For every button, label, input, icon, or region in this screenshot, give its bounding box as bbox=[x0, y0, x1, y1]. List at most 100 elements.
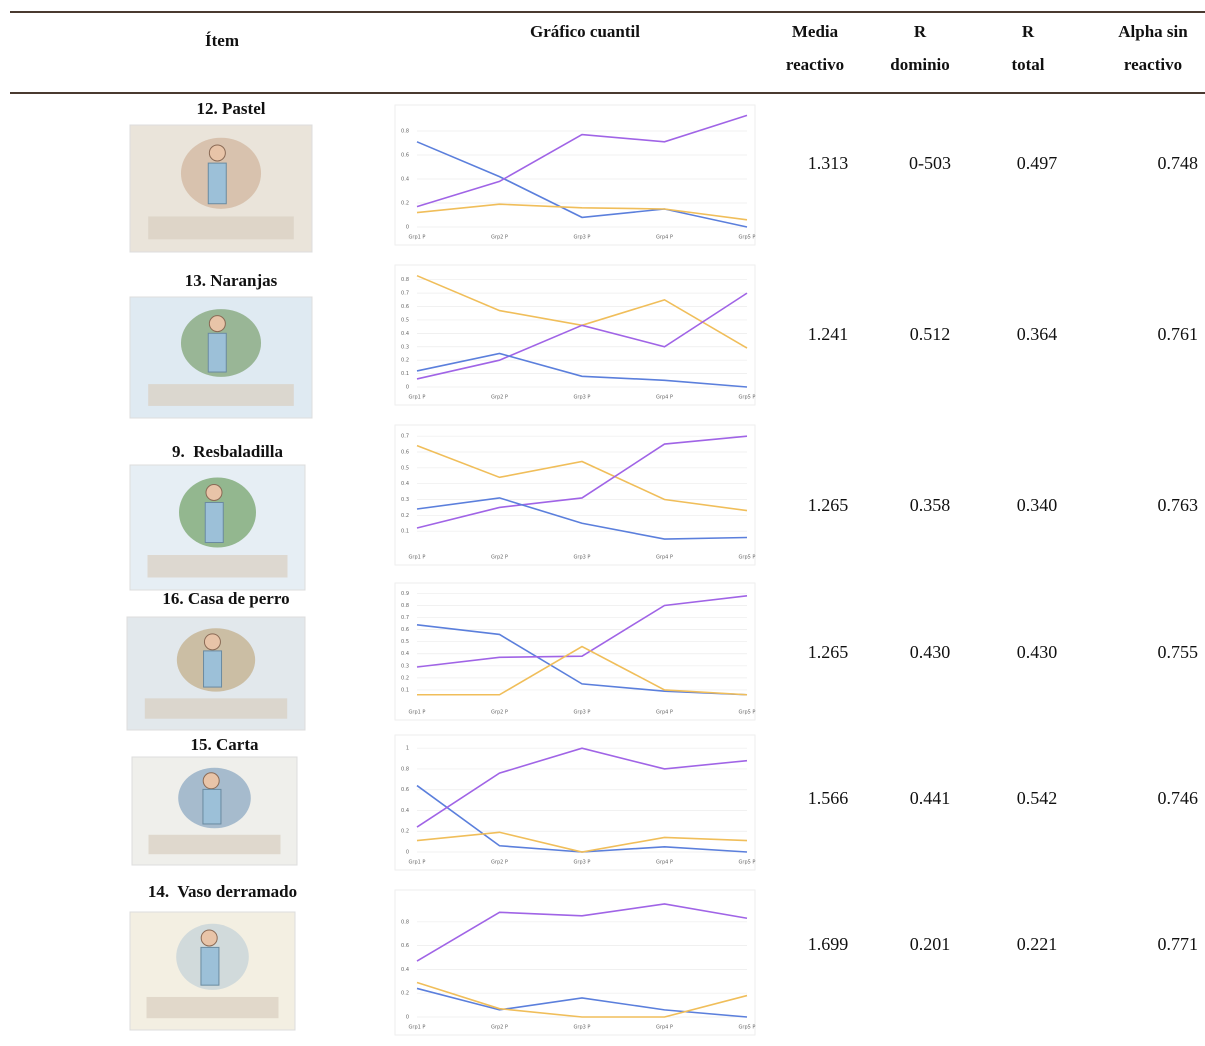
y-tick-label: 0.1 bbox=[401, 529, 409, 535]
y-tick-label: 0.9 bbox=[401, 591, 409, 597]
cell-value: 0.771 bbox=[1158, 934, 1199, 954]
series-line bbox=[416, 831, 748, 853]
x-tick-label: Grp4 P bbox=[656, 710, 673, 716]
series-line bbox=[416, 292, 748, 380]
header-text: reactivo bbox=[786, 55, 844, 74]
series-line bbox=[416, 595, 748, 668]
x-tick-label: Grp2 P bbox=[491, 1025, 508, 1031]
cell-value: 0.497 bbox=[1017, 153, 1058, 173]
y-tick-label: 0 bbox=[406, 225, 409, 231]
y-tick-label: 0.2 bbox=[401, 829, 409, 835]
y-tick-label: 0.2 bbox=[401, 358, 409, 364]
cell-value: 0.364 bbox=[1017, 324, 1058, 344]
illustration-figure bbox=[208, 315, 226, 333]
illustration-shape bbox=[144, 698, 288, 719]
x-tick-label: Grp2 P bbox=[491, 710, 508, 716]
cell-value: 0.748 bbox=[1158, 153, 1199, 173]
header-text: R bbox=[1022, 22, 1035, 41]
x-tick-label: Grp1 P bbox=[409, 710, 426, 716]
y-tick-label: 0.7 bbox=[401, 291, 409, 297]
chart-frame bbox=[394, 889, 756, 1036]
y-tick-label: 0.2 bbox=[401, 991, 409, 997]
header-text: Ítem bbox=[205, 31, 239, 50]
cell-value: 0.358 bbox=[910, 495, 951, 515]
cell-value: 0.430 bbox=[1017, 642, 1058, 662]
series-line bbox=[416, 435, 748, 529]
x-tick-label: Grp3 P bbox=[574, 555, 591, 561]
header-text: dominio bbox=[890, 55, 950, 74]
header-text: Media bbox=[792, 22, 839, 41]
y-tick-label: 0.4 bbox=[401, 967, 409, 973]
x-tick-label: Grp2 P bbox=[491, 395, 508, 401]
illustration-figure bbox=[200, 929, 218, 947]
y-tick-label: 0.3 bbox=[401, 344, 409, 350]
header-text: reactivo bbox=[1124, 55, 1182, 74]
y-tick-label: 0.6 bbox=[401, 943, 409, 949]
cell-value: 1.265 bbox=[808, 495, 849, 515]
illustration-figure bbox=[202, 788, 222, 825]
series-line bbox=[416, 987, 748, 1018]
cell-value: 1.313 bbox=[808, 153, 849, 173]
y-tick-label: 0.8 bbox=[401, 766, 409, 772]
y-tick-label: 0.5 bbox=[401, 465, 409, 471]
x-tick-label: Grp2 P bbox=[491, 860, 508, 866]
y-tick-label: 0.2 bbox=[401, 201, 409, 207]
y-tick-label: 0.2 bbox=[401, 675, 409, 681]
cell-value: 0.221 bbox=[1017, 934, 1058, 954]
y-tick-label: 0.7 bbox=[401, 434, 409, 440]
y-tick-label: 0.8 bbox=[401, 919, 409, 925]
illustration-figure bbox=[202, 772, 220, 790]
x-tick-label: Grp4 P bbox=[656, 555, 673, 561]
cell-value: 0.201 bbox=[910, 934, 951, 954]
header-text: Alpha sin bbox=[1118, 22, 1188, 41]
x-tick-label: Grp1 P bbox=[409, 395, 426, 401]
item-title: 12. Pastel bbox=[197, 99, 266, 118]
x-tick-label: Grp3 P bbox=[574, 395, 591, 401]
x-tick-label: Grp3 P bbox=[574, 235, 591, 241]
x-tick-label: Grp2 P bbox=[491, 555, 508, 561]
illustration-shape bbox=[148, 216, 294, 240]
series-line bbox=[416, 352, 748, 388]
item-title: 16. Casa de perro bbox=[162, 589, 289, 608]
y-tick-label: 0.6 bbox=[401, 627, 409, 633]
x-tick-label: Grp4 P bbox=[656, 235, 673, 241]
y-tick-label: 0.6 bbox=[401, 153, 409, 159]
illustration-figure bbox=[205, 484, 223, 501]
chart-frame bbox=[394, 264, 756, 406]
cell-value: 0.430 bbox=[910, 642, 951, 662]
x-tick-label: Grp1 P bbox=[409, 555, 426, 561]
y-tick-label: 0 bbox=[406, 385, 409, 391]
item-title: 13. Naranjas bbox=[185, 271, 278, 290]
item-title: 14. Vaso derramado bbox=[148, 882, 297, 901]
y-tick-label: 0.6 bbox=[401, 450, 409, 456]
cell-value: 1.566 bbox=[808, 788, 849, 808]
y-tick-label: 0.4 bbox=[401, 331, 409, 337]
y-tick-label: 0.8 bbox=[401, 277, 409, 283]
series-line bbox=[416, 114, 748, 208]
y-tick-label: 0.8 bbox=[401, 129, 409, 135]
x-tick-label: Grp5 P bbox=[739, 235, 756, 241]
cell-value: 0.512 bbox=[910, 324, 951, 344]
illustration-shape bbox=[148, 834, 281, 855]
item-title: 15. Carta bbox=[191, 735, 259, 754]
illustration-figure bbox=[207, 162, 227, 205]
series-line bbox=[416, 444, 748, 512]
illustration-figure bbox=[204, 502, 224, 543]
cell-value: 0.763 bbox=[1158, 495, 1199, 515]
illustration-shape bbox=[146, 996, 279, 1019]
header-text: R bbox=[914, 22, 927, 41]
y-tick-label: 0.8 bbox=[401, 603, 409, 609]
y-tick-label: 0 bbox=[406, 1015, 409, 1021]
cell-value: 0.441 bbox=[910, 788, 951, 808]
y-tick-label: 0.4 bbox=[401, 808, 409, 814]
x-tick-label: Grp3 P bbox=[574, 710, 591, 716]
item-title: 9. Resbaladilla bbox=[172, 442, 283, 461]
series-line bbox=[416, 903, 748, 962]
cell-value: 0.340 bbox=[1017, 495, 1058, 515]
x-tick-label: Grp1 P bbox=[409, 1025, 426, 1031]
y-tick-label: 0.6 bbox=[401, 304, 409, 310]
y-tick-label: 0.4 bbox=[401, 177, 409, 183]
y-tick-label: 0.5 bbox=[401, 639, 409, 645]
cell-value: 0.755 bbox=[1158, 642, 1199, 662]
series-line bbox=[416, 141, 748, 228]
